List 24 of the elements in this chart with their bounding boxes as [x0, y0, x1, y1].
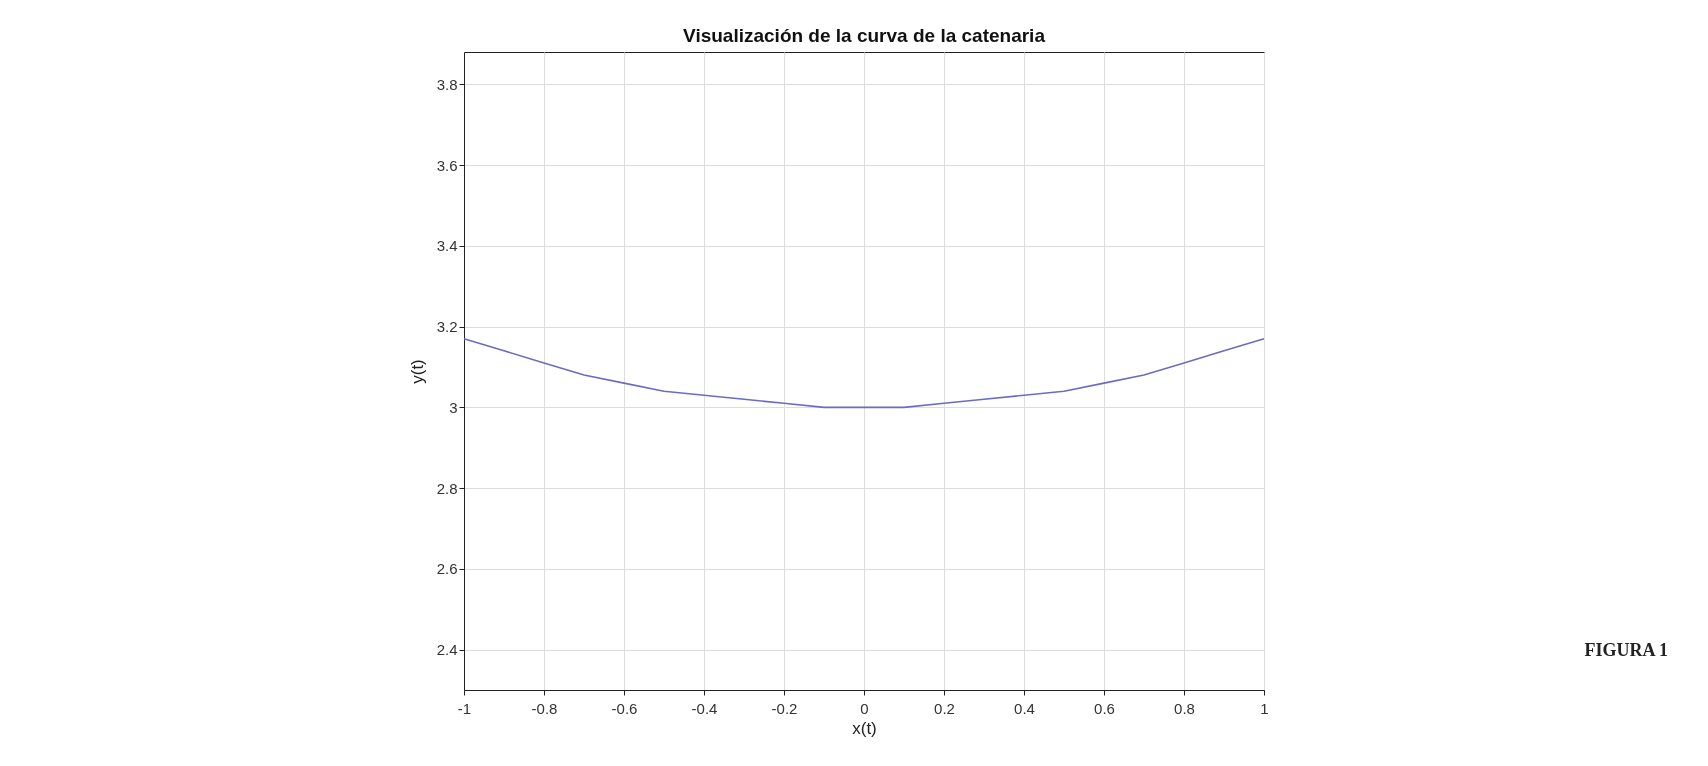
- x-tick-label: -0.2: [771, 699, 798, 717]
- x-tick-label: -0.8: [531, 699, 558, 717]
- x-tick-label: 0.8: [1174, 699, 1195, 717]
- x-tick-label: -1: [457, 699, 472, 717]
- y-tick-label: 2.8: [436, 479, 458, 497]
- chart-title: Visualización de la curva de la catenaria: [683, 25, 1046, 46]
- x-tick-label: -0.6: [611, 699, 638, 717]
- x-axis-title: x(t): [852, 718, 877, 738]
- y-axis-title: y(t): [407, 359, 427, 384]
- y-tick-label: 3.4: [436, 237, 458, 255]
- y-tick-label: 3: [449, 398, 458, 416]
- x-tick-label: 1: [1260, 699, 1269, 717]
- x-tick-label: -0.4: [691, 699, 718, 717]
- y-tick-label: 3.8: [436, 75, 458, 93]
- x-tick-label: 0.4: [1014, 699, 1035, 717]
- x-tick-label: 0: [860, 699, 869, 717]
- y-tick-label: 2.6: [436, 560, 458, 578]
- x-tick-label: 0.6: [1094, 699, 1115, 717]
- text: FIGURA 1: [1584, 640, 1668, 661]
- y-tick-label: 2.4: [436, 641, 458, 659]
- line-series: [463, 337, 1265, 409]
- y-tick-label: 3.6: [436, 156, 458, 174]
- y-tick-label: 3.2: [436, 318, 458, 336]
- x-tick-label: 0.2: [934, 699, 955, 717]
